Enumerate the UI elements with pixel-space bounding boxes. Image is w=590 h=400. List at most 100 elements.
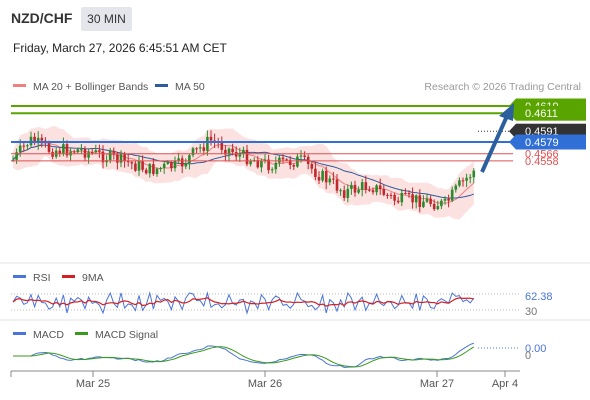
- bollinger-band: [13, 126, 474, 220]
- candle-body: [119, 153, 123, 163]
- timeframe-button[interactable]: 30 MIN: [81, 7, 132, 31]
- candle-body: [234, 152, 238, 157]
- candle-body: [472, 170, 476, 178]
- candle-body: [144, 169, 148, 174]
- header: NZD/CHF 30 MIN: [0, 0, 590, 34]
- candle-body: [288, 159, 292, 166]
- macd-line: [13, 342, 474, 368]
- candle-body: [162, 163, 166, 169]
- x-label-mar26: Mar 26: [248, 378, 282, 390]
- candle-body: [332, 178, 335, 180]
- candle-body: [299, 155, 303, 157]
- rsi-lines: [12, 291, 475, 315]
- candle-body: [220, 142, 224, 150]
- macd-zero-label: 0: [525, 350, 531, 362]
- candle-body: [152, 164, 155, 175]
- rsi-legend-label: RSI: [33, 272, 51, 284]
- candle-body: [198, 147, 202, 149]
- candle-body: [141, 161, 144, 170]
- candle-body: [148, 164, 152, 174]
- candle-body: [454, 185, 458, 190]
- candle-body: [101, 151, 105, 163]
- x-label-apr4: Apr 4: [492, 378, 518, 390]
- candle-body: [285, 159, 288, 161]
- level-tag-pointer: [509, 134, 516, 150]
- candle-body: [22, 145, 26, 147]
- candle-body: [90, 152, 94, 154]
- macd-legend-label: MACD: [33, 329, 64, 341]
- candle-body: [314, 168, 317, 177]
- candle-body: [231, 148, 234, 153]
- x-label-mar25: Mar 25: [76, 378, 110, 390]
- candle-body: [324, 170, 328, 183]
- candle-body: [375, 185, 378, 193]
- candle-body: [346, 188, 350, 198]
- macd-signal-line: [13, 346, 475, 368]
- candle-body: [123, 153, 126, 161]
- candle-body: [227, 148, 231, 155]
- candle-body: [249, 161, 252, 165]
- candle-body: [47, 143, 51, 152]
- candle-body: [112, 150, 116, 155]
- candle-body: [94, 150, 98, 153]
- candle-body: [368, 189, 371, 191]
- forecast-arrow-head: [499, 103, 514, 121]
- candle-body: [256, 160, 260, 168]
- macd-lines: [13, 342, 475, 368]
- candle-body: [270, 169, 274, 171]
- candle-body: [170, 161, 173, 169]
- pair-title: NZD/CHF: [11, 10, 73, 26]
- candle-body: [36, 137, 40, 144]
- candle-body: [242, 149, 245, 155]
- candle-body: [317, 176, 321, 181]
- candle-body: [393, 194, 396, 201]
- candle-body: [360, 182, 364, 190]
- candle-body: [224, 149, 227, 155]
- candle-body: [206, 136, 209, 151]
- candle-body: [357, 189, 360, 193]
- candle-body: [26, 145, 29, 147]
- candle-body: [18, 145, 22, 153]
- candle-body: [72, 151, 76, 153]
- candle-body: [310, 163, 314, 169]
- candle-body: [296, 156, 299, 167]
- level-label-support: 0.4579: [525, 137, 559, 149]
- candle-body: [404, 193, 407, 195]
- rsi-value-label: 62.38: [525, 291, 553, 303]
- level-tag-resistance: [516, 105, 586, 121]
- candle-body: [166, 161, 170, 164]
- candle-body: [450, 189, 454, 201]
- candle-body: [155, 168, 159, 175]
- macd-value-label: 0.00: [525, 343, 546, 355]
- rsi-ma-legend-swatch: [62, 275, 75, 278]
- candle-body: [209, 136, 213, 141]
- candle-body: [80, 149, 83, 151]
- candle-body: [134, 163, 137, 171]
- macd-legend-swatch: [13, 332, 26, 335]
- ma50-legend-swatch: [155, 84, 168, 87]
- candle-body: [51, 151, 54, 157]
- copyright-text: Research © 2026 Trading Central: [424, 81, 581, 93]
- candle-body: [378, 185, 382, 189]
- candle-body: [335, 179, 339, 191]
- candle-body: [15, 152, 18, 160]
- rsi-ma-legend-label: 9MA: [82, 272, 104, 284]
- candle-body: [468, 177, 472, 179]
- datetime-label: Friday, March 27, 2026 6:45:51 AM CET: [13, 41, 227, 55]
- rsi-line: [12, 291, 475, 315]
- candle-body: [447, 198, 450, 201]
- candle-body: [245, 149, 249, 165]
- candle-body: [263, 159, 267, 161]
- candle-body: [281, 157, 285, 160]
- candle-body: [371, 190, 375, 193]
- candle-body: [350, 184, 353, 189]
- candle-body: [400, 193, 404, 203]
- candle-body: [432, 203, 436, 210]
- macd-signal-legend-label: MACD Signal: [95, 329, 158, 341]
- candle-body: [267, 159, 270, 171]
- candle-body: [425, 198, 429, 202]
- ma20-legend-swatch: [13, 84, 26, 87]
- level-label-minor: 0.4558: [525, 156, 559, 168]
- candle-body: [11, 159, 15, 161]
